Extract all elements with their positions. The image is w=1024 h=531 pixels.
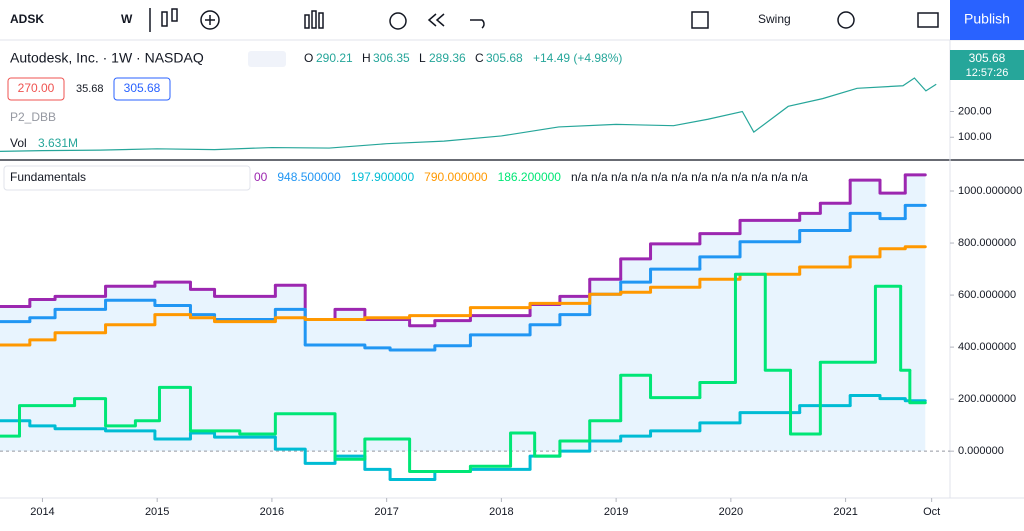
legend-value: 790.000000 xyxy=(424,170,488,184)
low: 289.36 xyxy=(429,51,466,65)
x-tick-label: 2016 xyxy=(260,506,284,518)
box-value: 305.68 xyxy=(124,81,161,95)
price-tag-value: 305.68 xyxy=(969,51,1006,65)
price-tag-time: 12:57:26 xyxy=(966,67,1009,79)
price-tick-label: 200.00 xyxy=(958,105,992,117)
x-tick-label: 2021 xyxy=(833,506,857,518)
layout-name[interactable]: Swing xyxy=(758,12,791,26)
open-label: O xyxy=(304,51,313,65)
legend-tail: n/a n/a n/a n/a n/a n/a n/a n/a n/a n/a … xyxy=(571,170,808,184)
x-tick-label: 2019 xyxy=(604,506,628,518)
badge xyxy=(248,51,286,67)
y-tick-label: 200.000000 xyxy=(958,393,1016,405)
open: 290.21 xyxy=(316,51,353,65)
high-label: H xyxy=(362,51,371,65)
y-tick-label: 600.000000 xyxy=(958,289,1016,301)
vol: 3.631M xyxy=(38,136,78,150)
price-tick-label: 100.00 xyxy=(958,131,992,143)
legend-value: 948.500000 xyxy=(277,170,341,184)
plot xyxy=(0,77,950,482)
box xyxy=(113,77,171,101)
price-tag xyxy=(950,50,1024,80)
x-tick-label: 2017 xyxy=(374,506,398,518)
legend-value: 197.900000 xyxy=(351,170,415,184)
band-fill xyxy=(0,174,926,452)
interval[interactable]: W xyxy=(121,12,133,26)
close-label: C xyxy=(475,51,484,65)
fund-legend xyxy=(3,165,251,191)
toolbar xyxy=(0,0,1024,40)
symbol[interactable]: ADSK xyxy=(10,12,44,26)
publish-button[interactable] xyxy=(950,0,1024,40)
legend-value: 00 xyxy=(254,170,268,184)
low-label: L xyxy=(419,51,426,65)
close: 305.68 xyxy=(486,51,523,65)
box xyxy=(7,77,65,101)
toolbar-icons xyxy=(149,8,939,32)
indicator: P2_DBB xyxy=(10,110,56,124)
x-tick-label: 2020 xyxy=(719,506,743,518)
x-tick-label: 2018 xyxy=(489,506,513,518)
vol-label: Vol xyxy=(10,136,27,150)
fund-title: Fundamentals xyxy=(10,170,86,184)
y-tick-label: 0.000000 xyxy=(958,445,1004,457)
price-line xyxy=(0,77,937,153)
mid-value: 35.68 xyxy=(76,83,104,95)
legend-value: 186.200000 xyxy=(498,170,562,184)
y-tick-label: 400.000000 xyxy=(958,341,1016,353)
x-tick-label: Oct xyxy=(923,506,940,518)
box-value: 270.00 xyxy=(18,81,55,95)
symbol-name: Autodesk, Inc. · 1W · NASDAQ xyxy=(10,50,204,66)
x-tick-label: 2014 xyxy=(30,506,54,518)
publish-label[interactable]: Publish xyxy=(964,11,1010,27)
y-tick-label: 800.000000 xyxy=(958,237,1016,249)
high: 306.35 xyxy=(373,51,410,65)
y-tick-label: 1000.000000 xyxy=(958,185,1022,197)
x-tick-label: 2015 xyxy=(145,506,169,518)
change: +14.49 (+4.98%) xyxy=(533,51,622,65)
